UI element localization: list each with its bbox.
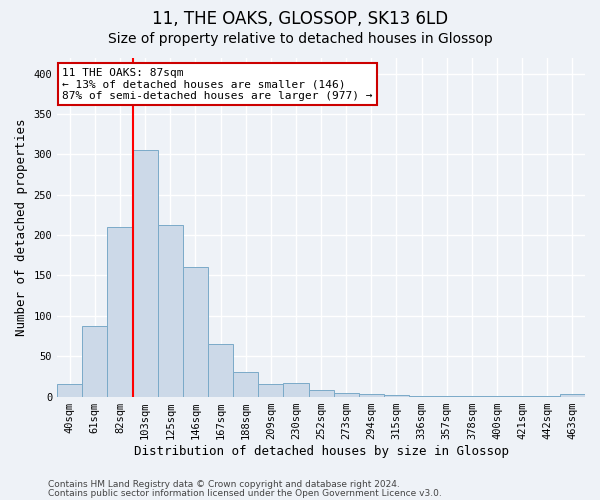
Bar	[158, 226, 183, 396]
X-axis label: Distribution of detached houses by size in Glossop: Distribution of detached houses by size …	[134, 444, 509, 458]
Bar	[334, 392, 359, 396]
Bar	[208, 344, 233, 397]
Bar	[57, 384, 82, 396]
Text: Size of property relative to detached houses in Glossop: Size of property relative to detached ho…	[107, 32, 493, 46]
Text: 11, THE OAKS, GLOSSOP, SK13 6LD: 11, THE OAKS, GLOSSOP, SK13 6LD	[152, 10, 448, 28]
Bar	[560, 394, 585, 396]
Bar	[133, 150, 158, 396]
Bar	[233, 372, 258, 396]
Text: Contains HM Land Registry data © Crown copyright and database right 2024.: Contains HM Land Registry data © Crown c…	[48, 480, 400, 489]
Bar	[82, 326, 107, 396]
Bar	[283, 383, 308, 396]
Bar	[359, 394, 384, 396]
Text: Contains public sector information licensed under the Open Government Licence v3: Contains public sector information licen…	[48, 490, 442, 498]
Bar	[308, 390, 334, 396]
Bar	[183, 268, 208, 396]
Bar	[384, 395, 409, 396]
Bar	[107, 227, 133, 396]
Bar	[258, 384, 283, 396]
Text: 11 THE OAKS: 87sqm
← 13% of detached houses are smaller (146)
87% of semi-detach: 11 THE OAKS: 87sqm ← 13% of detached hou…	[62, 68, 373, 101]
Y-axis label: Number of detached properties: Number of detached properties	[15, 118, 28, 336]
